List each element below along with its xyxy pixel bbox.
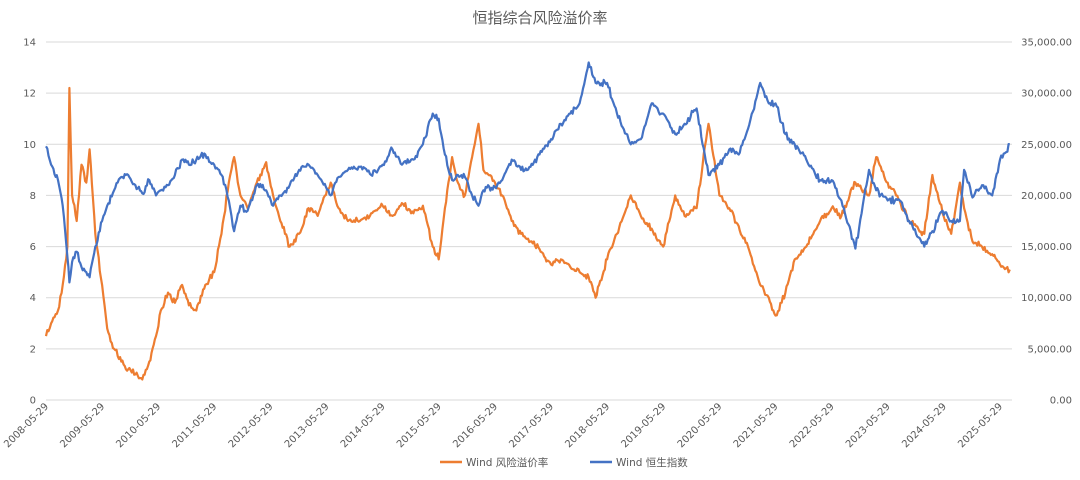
x-axis-tick-label: 2009-05-29 [58,401,107,450]
x-axis-tick-label: 2016-05-29 [451,401,500,450]
right-axis-tick-label: 20,000.00 [1021,191,1072,202]
x-axis-tick-label: 2020-05-29 [676,401,725,450]
x-axis-tick-label: 2018-05-29 [563,401,612,450]
x-axis-tick-label: 2008-05-29 [2,401,51,450]
x-axis-ticks: 2008-05-29 2009-05-29 2010-05-29 2011-05-29… [2,401,1005,450]
left-axis-tick-label: 2 [30,344,36,355]
right-axis-ticks: 0.00 5,000.00 10,000.00 15,000.00 20,000.00 2… [1021,38,1072,407]
right-axis-tick-label: 15,000.00 [1021,242,1072,253]
series-line [45,61,1010,284]
right-axis-tick-label: 35,000.00 [1021,38,1072,49]
x-axis-tick-label: 2011-05-29 [170,401,219,450]
x-axis-tick-label: 2025-05-29 [956,401,1005,450]
right-axis-tick-label: 0.00 [1050,396,1072,407]
right-axis-tick-label: 25,000.00 [1021,140,1072,151]
left-axis-tick-label: 10 [23,140,36,151]
right-axis-tick-label: 30,000.00 [1021,89,1072,100]
chart-title: 恒指综合风险溢价率 [472,9,607,27]
left-axis-tick-label: 12 [23,89,36,100]
left-axis-tick-label: 14 [23,38,36,49]
legend-label: Wind 风险溢价率 [466,456,548,469]
left-axis-tick-label: 0 [30,396,36,407]
x-axis-tick-label: 2014-05-29 [339,401,388,450]
x-axis-tick-label: 2012-05-29 [227,401,276,450]
right-axis-tick-label: 5,000.00 [1027,344,1072,355]
x-axis-tick-label: 2024-05-29 [900,401,949,450]
x-axis-tick-label: 2010-05-29 [114,401,163,450]
legend: Wind 风险溢价率 Wind 恒生指数 [440,456,688,469]
gridlines [46,41,1012,401]
x-axis-tick-label: 2017-05-29 [507,401,556,450]
left-axis-tick-label: 8 [30,191,36,202]
x-axis-tick-label: 2022-05-29 [788,401,837,450]
x-axis-tick-label: 2023-05-29 [844,401,893,450]
left-axis-ticks: 0 2 4 6 8 10 12 14 [23,38,36,407]
left-axis-tick-label: 4 [30,293,36,304]
x-axis-tick-label: 2019-05-29 [619,401,668,450]
x-axis-tick-label: 2015-05-29 [395,401,444,450]
legend-label: Wind 恒生指数 [616,456,688,469]
left-axis-tick-label: 6 [30,242,36,253]
x-axis-tick-label: 2013-05-29 [283,401,332,450]
series-lines [44,61,1011,381]
right-axis-tick-label: 10,000.00 [1021,293,1072,304]
x-axis-tick-label: 2021-05-29 [732,401,781,450]
series-line [44,86,1011,381]
